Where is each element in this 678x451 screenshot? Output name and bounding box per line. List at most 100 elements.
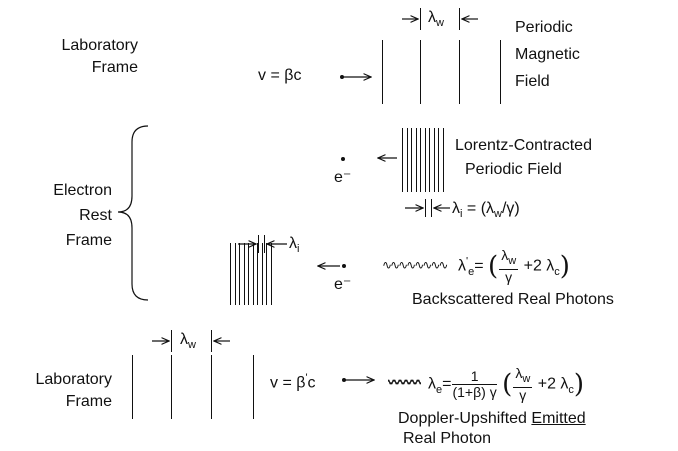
block2-line: [257, 243, 259, 305]
lambda-i-symbol: λ: [452, 200, 460, 217]
lambda-e-plus-term: +2 λ: [537, 375, 569, 393]
lambda-i-tick-left: [425, 199, 427, 217]
lambda-i-rhs-close: /γ): [501, 200, 520, 217]
lambda-i-equation: λi = (λw/γ): [452, 199, 520, 224]
block1-line: [420, 128, 422, 192]
lambda-i-label-tick-left: [258, 235, 260, 253]
block1-line: [415, 128, 417, 192]
lambda-w-sub-top: w: [436, 17, 444, 30]
block1-line: [406, 128, 408, 192]
wavelength-tick-bottom-right: [211, 330, 213, 352]
electron-dot-rest-2: [342, 264, 346, 268]
lambda-e-prime-equation: λ'e= (λw γ +2 λc): [458, 247, 570, 285]
lambda-e-frac1-num: 1: [452, 368, 497, 385]
lambda-e-prime-open-paren: (: [488, 251, 499, 282]
lab-frame-bottom-label-line1: Laboratory: [35, 371, 113, 388]
block1-line: [411, 128, 413, 192]
block1-line: [402, 128, 404, 192]
wavelength-marker-top: λw: [428, 8, 444, 33]
electron-label-rest-1: e⁻: [334, 169, 352, 186]
velocity-label-bottom: v = β'c: [270, 369, 316, 392]
wavelength-tick-top-left: [420, 8, 422, 30]
block2-line: [266, 243, 268, 305]
rest-frame-label-line2: Rest: [79, 207, 112, 224]
lambda-e-plus-sub: c: [568, 383, 574, 396]
lambda-e-equation: λe= 1 (1+β) γ (λw γ +2 λc): [428, 365, 585, 403]
magnet-line-bottom-4: [253, 355, 255, 419]
magnet-line-top-2: [420, 40, 422, 104]
velocity-label-top: v = βc: [258, 67, 302, 84]
lambda-e-prime-close-paren: ): [559, 251, 570, 282]
lambda-e-frac2-num-sub: w: [522, 372, 531, 385]
lambda-e-prime-frac-den: γ: [505, 268, 513, 285]
lambda-e-prime-frac-num-sub: w: [508, 254, 517, 267]
lab-frame-bottom-label-line2: Frame: [65, 393, 112, 410]
electron-dot-bottom: [342, 378, 346, 382]
lambda-e-prime-frac-num: λw: [499, 247, 519, 270]
field-label-line2: Magnetic: [515, 46, 580, 63]
field-label-line3: Field: [515, 73, 550, 90]
backscattered-wave-squiggle: ∿∿∿∿∿∿∿∿: [382, 258, 448, 272]
lambda-i-rhs-open: (λ: [480, 200, 495, 217]
wavelength-marker-bottom: λw: [180, 330, 196, 355]
block1-line: [429, 128, 431, 192]
emitted-wave-path: [387, 379, 422, 385]
magnet-line-top-3: [459, 40, 461, 104]
lab-frame-top-label-line1: Laboratory: [61, 37, 139, 54]
magnet-line-top-1: [382, 40, 384, 104]
lambda-e-prime-fraction: λw γ: [499, 247, 519, 285]
lambda-e-prime-frac-num-symbol: λ: [501, 247, 509, 263]
lambda-w-sub-bottom: w: [188, 339, 196, 352]
lambda-e-frac2-num: λw: [513, 365, 533, 388]
lambda-w-symbol-top: λ: [428, 9, 436, 26]
emitted-caption-prefix: Doppler-Upshifted: [398, 410, 532, 427]
velocity-bottom-prime: ': [305, 372, 308, 384]
lambda-e-symbol: λ: [428, 375, 436, 393]
block2-line: [261, 243, 263, 305]
block2-line: [230, 243, 232, 305]
lambda-e-prime-sub: e: [468, 265, 475, 278]
block2-line: [239, 243, 241, 305]
contracted-label-line1: Lorentz-Contracted: [455, 137, 592, 154]
block2-line: [248, 243, 250, 305]
lambda-e-prime-sup: ': [466, 255, 469, 268]
block1-line: [433, 128, 435, 192]
block2-line: [234, 243, 236, 305]
lambda-i-rhs-sub: w: [494, 208, 502, 221]
contracted-field-block-1: [402, 128, 446, 192]
lambda-e-sub: e: [436, 383, 443, 396]
field-label-line1: Periodic: [515, 19, 573, 36]
lambda-e-prime-plus-term: +2 λ: [523, 257, 555, 275]
magnet-line-bottom-1: [132, 355, 134, 419]
lambda-e-fraction-1: 1 (1+β) γ: [452, 368, 497, 400]
rest-frame-label-line1: Electron: [53, 182, 112, 199]
electron-dot-rest-1: [341, 157, 345, 161]
magnet-line-top-4: [500, 40, 502, 104]
lambda-e-prime-symbol: λ: [458, 257, 466, 275]
emitted-caption-line1: Doppler-Upshifted Emitted: [398, 409, 586, 428]
lambda-w-symbol-bottom: λ: [180, 331, 188, 348]
emitted-caption-line2: Real Photon: [403, 430, 492, 447]
wavelength-tick-bottom-left: [171, 330, 173, 352]
magnet-line-bottom-3: [211, 355, 213, 419]
electron-label-rest-2: e⁻: [334, 276, 352, 293]
emitted-wave-squiggle: [387, 374, 422, 385]
emitted-caption-word: Emitted: [531, 410, 586, 427]
lambda-e-close-paren: ): [573, 369, 585, 400]
contracted-field-block-2: [230, 243, 274, 305]
lambda-i-sub: i: [460, 208, 463, 221]
rest-frame-label-line3: Frame: [65, 232, 112, 249]
lambda-i-label-symbol: λ: [289, 235, 297, 252]
backscattered-caption: Backscattered Real Photons: [412, 291, 614, 308]
lambda-i-label-sub: i: [297, 243, 300, 256]
rest-frame-brace: [117, 125, 149, 301]
block1-line: [424, 128, 426, 192]
lambda-e-open-paren: (: [502, 369, 513, 400]
lambda-e-frac2-num-symbol: λ: [515, 365, 523, 381]
velocity-bottom-c: c: [307, 374, 316, 392]
velocity-bottom-main: v = β: [270, 374, 306, 392]
magnet-line-bottom-2: [171, 355, 173, 419]
contracted-label-line2: Periodic Field: [465, 161, 562, 178]
lambda-i-tick-right: [431, 199, 433, 217]
lambda-i-eq-sign: =: [466, 200, 481, 217]
